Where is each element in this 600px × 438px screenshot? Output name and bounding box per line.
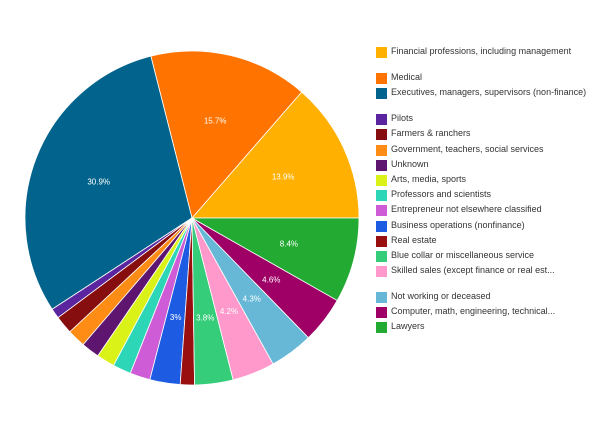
legend-label: Business operations (nonfinance) xyxy=(391,219,525,230)
legend-item[interactable]: Farmers & ranchers xyxy=(376,128,598,143)
legend-swatch-icon xyxy=(376,220,387,232)
legend-swatch-icon xyxy=(376,47,387,58)
legend-label: Computer, math, engineering, technical..… xyxy=(391,306,556,317)
legend-label: Lawyers xyxy=(391,321,425,332)
pie-slices xyxy=(24,50,360,386)
legend-label: Executives, managers, supervisors (non-f… xyxy=(391,87,587,98)
legend-label: Medical xyxy=(391,72,423,82)
legend-swatch-icon xyxy=(376,235,387,247)
legend-item[interactable]: Financial professions, including managem… xyxy=(376,46,598,72)
pie-slice-2[interactable] xyxy=(24,55,193,310)
legend-swatch-icon xyxy=(376,266,387,278)
legend-item[interactable]: Skilled sales (except finance or real es… xyxy=(376,265,598,291)
legend-label: Not working or deceased xyxy=(391,291,491,302)
legend-swatch-icon xyxy=(376,322,387,334)
legend-swatch-icon xyxy=(376,307,387,319)
legend-item[interactable]: Unknown xyxy=(376,159,598,174)
pie-slice-16[interactable] xyxy=(190,217,360,302)
pie-slice-1[interactable] xyxy=(150,50,303,219)
legend-swatch-icon xyxy=(376,114,387,126)
legend-label: Unknown xyxy=(391,158,429,169)
legend-label: Skilled sales (except finance or real es… xyxy=(391,265,555,276)
legend-label: Arts, media, sports xyxy=(391,173,467,184)
legend-label: Pilots xyxy=(391,113,414,124)
legend-swatch-icon xyxy=(376,129,387,141)
legend-item[interactable]: Pilots xyxy=(376,113,598,128)
pie-slice-label-12: 3.8% xyxy=(196,313,214,322)
legend-label: Real estate xyxy=(391,234,437,245)
legend-item[interactable]: Executives, managers, supervisors (non-f… xyxy=(376,87,598,113)
legend-label: Professors and scientists xyxy=(391,189,492,200)
legend-item[interactable]: Blue collar or miscellaneous service xyxy=(376,250,598,265)
pie-slice-label-2: 30.9% xyxy=(87,178,110,187)
legend-item[interactable]: Arts, media, sports xyxy=(376,174,598,189)
legend-item[interactable]: Not working or deceased xyxy=(376,291,598,306)
legend-label: Entrepreneur not elsewhere classified xyxy=(391,204,542,215)
legend-item[interactable]: Computer, math, engineering, technical..… xyxy=(376,306,598,321)
pie-slice-label-15: 4.6% xyxy=(262,275,280,284)
legend-label: Blue collar or miscellaneous service xyxy=(391,249,535,260)
legend-swatch-icon xyxy=(376,250,387,262)
legend-label: Financial professions, including managem… xyxy=(391,46,572,56)
legend-label: Government, teachers, social services xyxy=(391,143,544,154)
legend-swatch-icon xyxy=(376,144,387,156)
pie-slice-label-10: 3% xyxy=(170,313,182,322)
pie-slice-label-0: 13.9% xyxy=(272,173,295,182)
pie-slice-labels: 13.9% 15.7% 30.9% 3% 3.8% 4.2% 4.3% 4.6% 8.4% xyxy=(87,117,298,323)
pie-slice-label-13: 4.2% xyxy=(220,307,238,316)
legend-swatch-icon xyxy=(376,190,387,202)
legend-item[interactable]: Government, teachers, social services xyxy=(376,144,598,159)
legend-label: Farmers & ranchers xyxy=(391,128,471,139)
legend-swatch-icon xyxy=(376,292,387,304)
legend-swatch-icon xyxy=(376,73,387,84)
legend-item[interactable]: Professors and scientists xyxy=(376,189,598,204)
legend-item[interactable]: Business operations (nonfinance) xyxy=(376,220,598,235)
chart-legend: Financial professions, including managem… xyxy=(376,46,598,337)
legend-item[interactable]: Entrepreneur not elsewhere classified xyxy=(376,204,598,219)
pie-slice-0[interactable] xyxy=(191,91,360,219)
pie-slice-label-16: 8.4% xyxy=(280,240,298,249)
pie-slice-label-1: 15.7% xyxy=(204,117,227,126)
legend-item[interactable]: Lawyers xyxy=(376,321,598,336)
legend-item[interactable]: Medical xyxy=(376,72,598,87)
legend-swatch-icon xyxy=(376,174,387,186)
legend-swatch-icon xyxy=(376,205,387,217)
legend-swatch-icon xyxy=(376,88,387,100)
legend-item[interactable]: Real estate xyxy=(376,235,598,250)
legend-swatch-icon xyxy=(376,159,387,171)
pie-slice-label-14: 4.3% xyxy=(243,294,261,303)
